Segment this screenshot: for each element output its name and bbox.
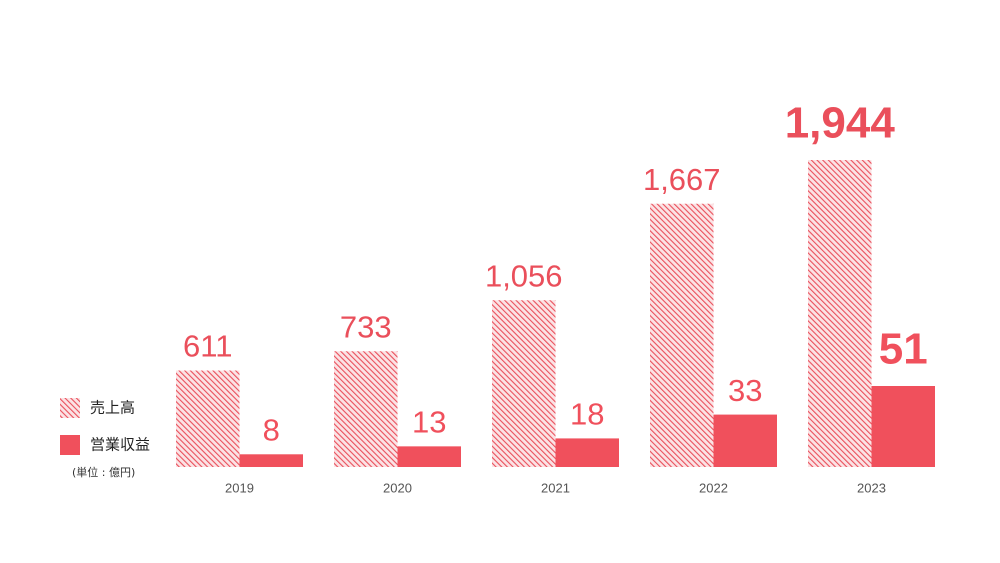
value-label: 33 [728,373,762,408]
unit-note: (単位 : 億円) [72,465,135,479]
bar [397,446,461,467]
x-tick-label: 2021 [541,480,570,495]
value-label: 1,944 [785,99,896,148]
bar [650,203,714,468]
x-tick-label: 2020 [383,480,412,495]
value-label: 18 [570,397,604,432]
value-label: 611 [183,329,232,364]
bar [492,300,556,467]
value-label: 8 [263,412,280,447]
value-label: 733 [340,309,392,344]
legend-swatch [60,435,80,455]
bar [176,370,240,467]
legend-label: 営業収益 [90,436,150,454]
bar [871,386,935,467]
value-label: 1,667 [643,162,721,197]
value-label: 1,056 [485,258,563,293]
bar [239,454,303,467]
legend-swatch [60,398,80,418]
x-tick-label: 2019 [225,480,254,495]
x-tick-label: 2022 [699,480,728,495]
x-tick-label: 2023 [857,480,886,495]
value-label: 13 [412,405,446,440]
value-label: 51 [879,325,928,374]
bar [334,351,398,467]
bar [713,414,777,467]
legend-label: 売上高 [90,399,135,417]
bar [808,160,872,467]
bar [555,438,619,467]
